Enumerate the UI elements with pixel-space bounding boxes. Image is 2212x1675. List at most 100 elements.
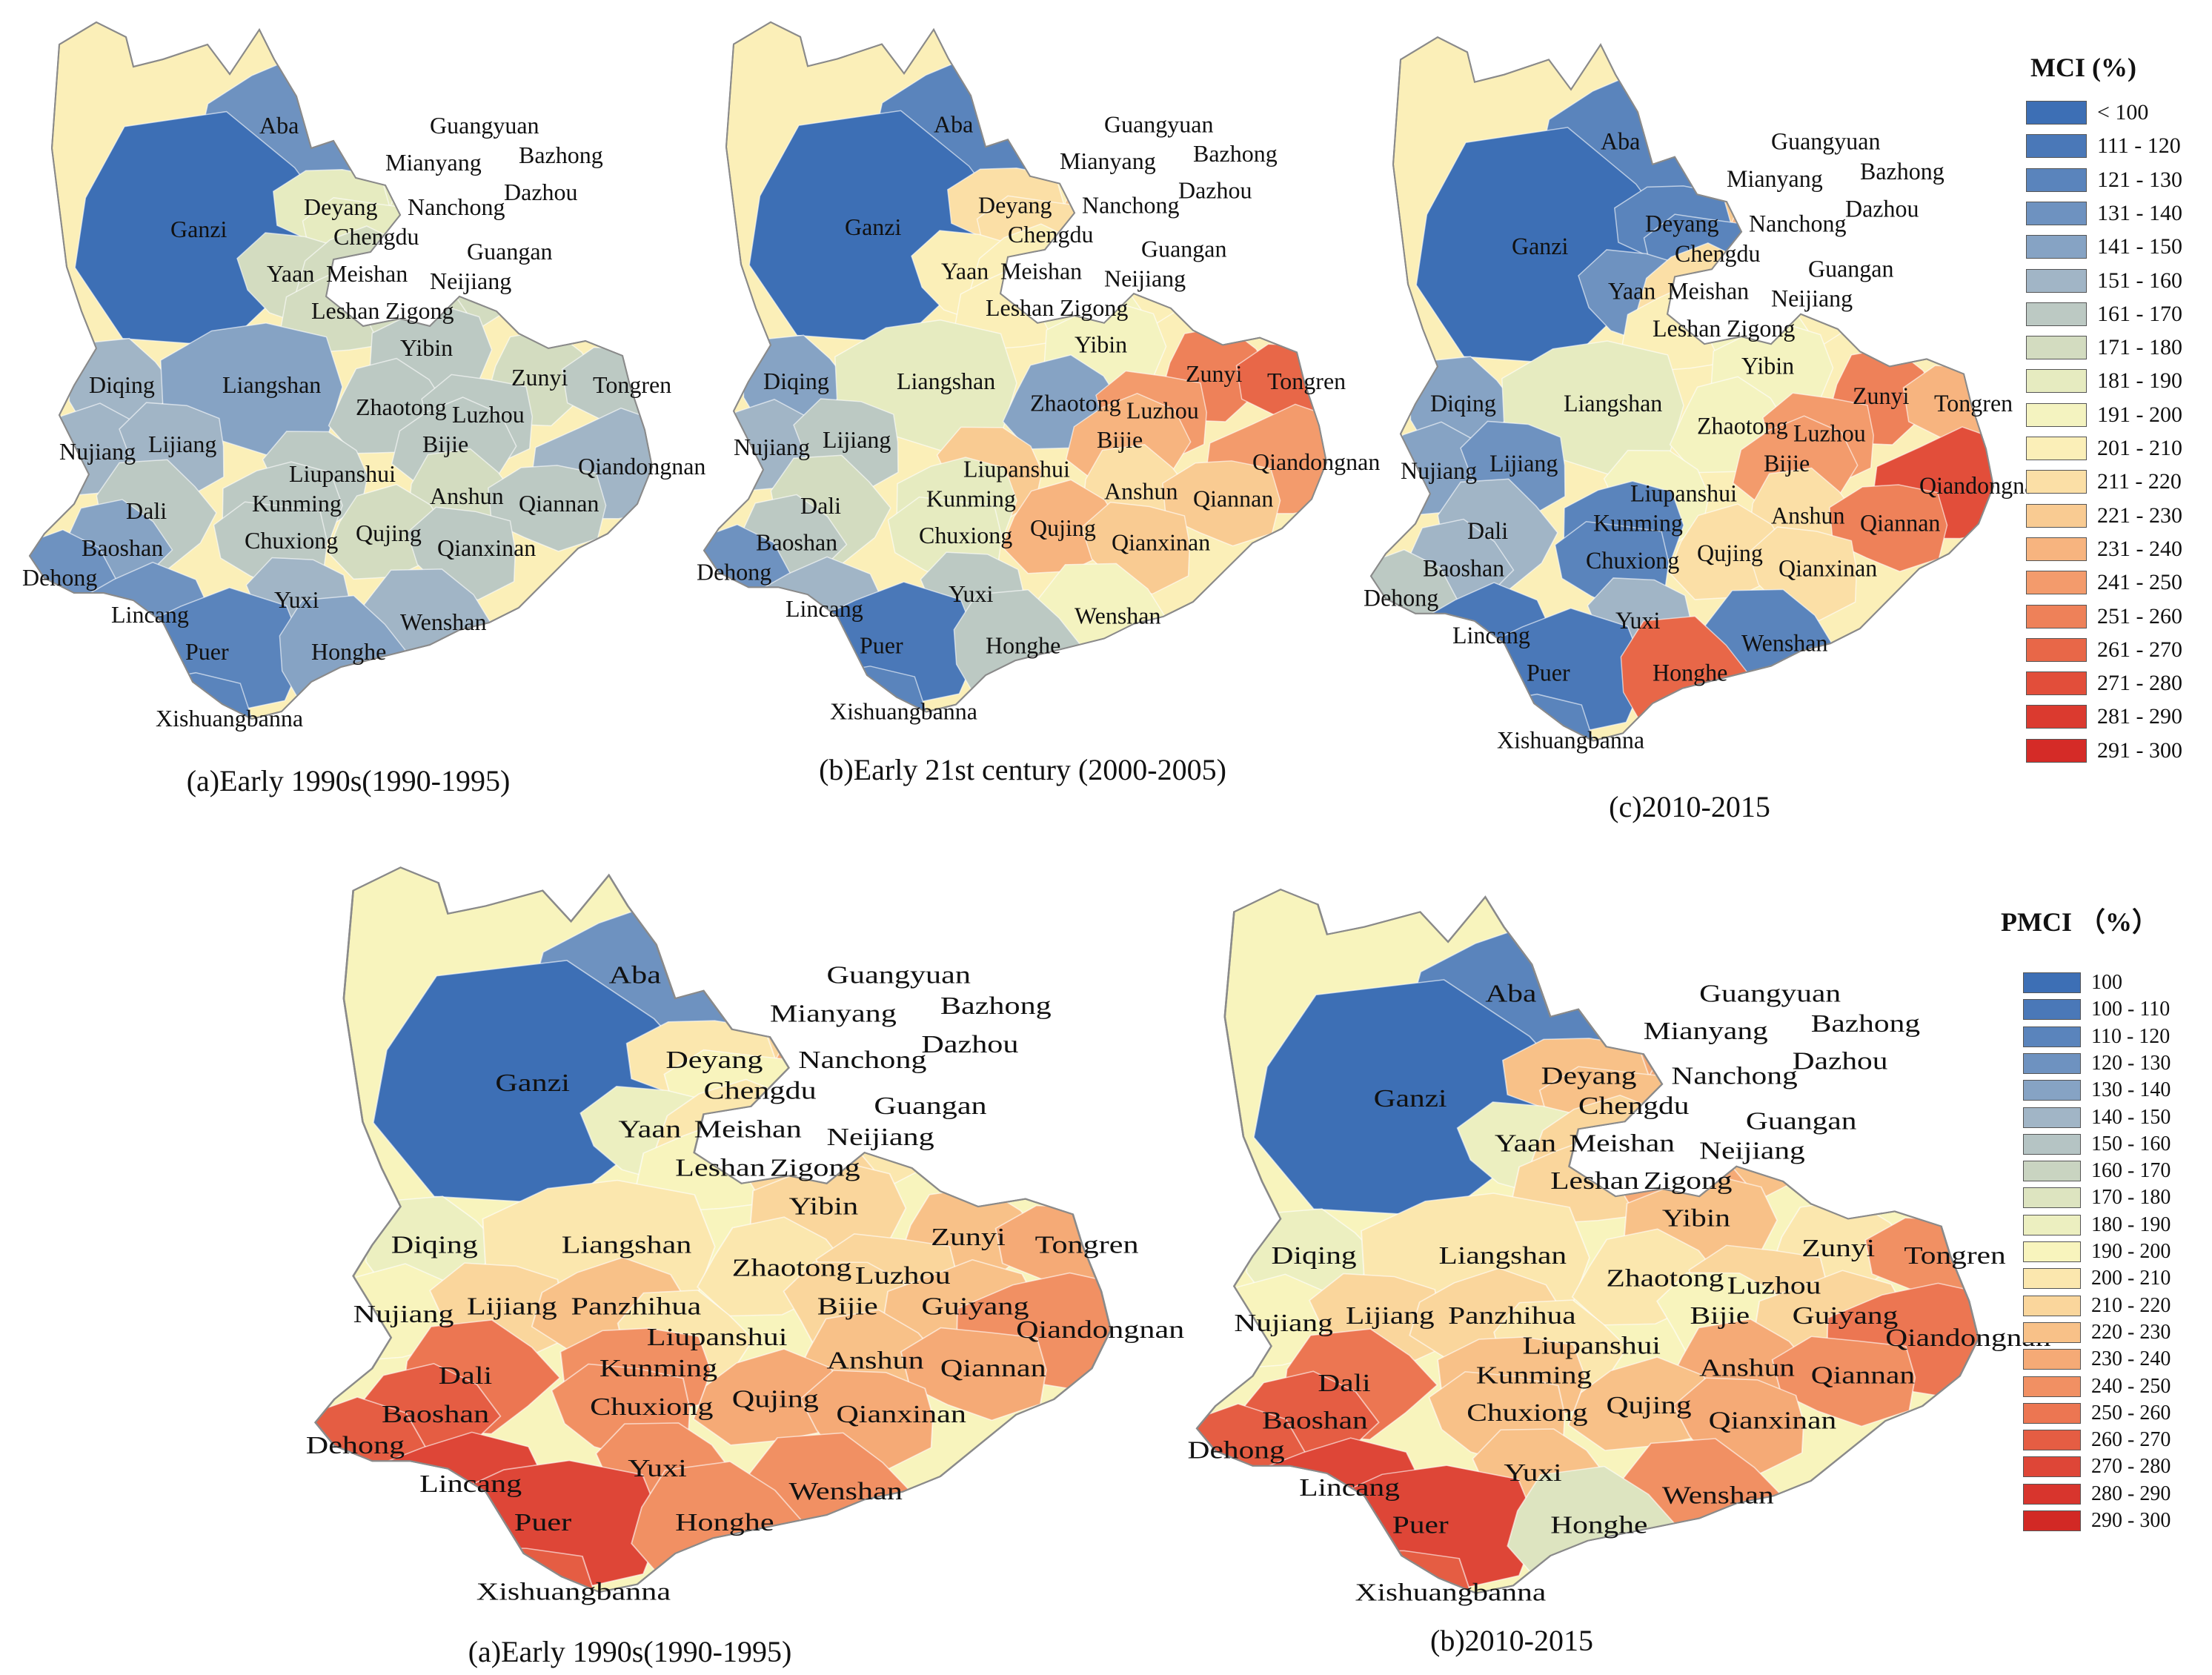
place-label-nujiang: Nujiang	[734, 434, 810, 460]
legend-swatch	[2026, 503, 2087, 528]
place-label-leshan: Leshan	[311, 297, 379, 324]
place-label-qiannan: Qiannan	[1860, 510, 1940, 537]
legend-swatch	[2023, 1349, 2081, 1370]
place-label-meishan: Meishan	[1569, 1130, 1675, 1157]
place-label-qiannan: Qiannan	[519, 490, 599, 517]
place-label-liupanshui: Liupanshui	[289, 460, 396, 487]
place-label-luzhou: Luzhou	[1126, 398, 1199, 424]
place-label-deyang: Deyang	[1541, 1062, 1637, 1089]
place-label-bijie: Bijie	[1764, 450, 1810, 477]
place-label-ganzi: Ganzi	[170, 216, 227, 242]
place-label-meishan: Meishan	[1667, 277, 1749, 304]
legend-swatch	[2026, 537, 2087, 561]
place-label-liupanshui: Liupanshui	[963, 457, 1070, 482]
place-label-luzhou: Luzhou	[1727, 1272, 1821, 1299]
place-label-mianyang: Mianyang	[770, 1000, 897, 1027]
place-label-bijie: Bijie	[1690, 1302, 1750, 1330]
place-label-wenshan: Wenshan	[1662, 1482, 1774, 1509]
legend-swatch	[2026, 134, 2087, 159]
legend-item: 210 - 220	[2023, 1294, 2171, 1318]
legend-swatch	[2026, 302, 2087, 326]
legend-label: 201 - 210	[2097, 436, 2182, 460]
legend-label: 131 - 140	[2097, 200, 2182, 225]
place-label-anshun: Anshun	[1104, 479, 1178, 505]
place-label-dehong: Dehong	[1188, 1436, 1285, 1464]
legend-swatch	[2023, 1187, 2081, 1209]
place-label-dali: Dali	[1318, 1370, 1370, 1397]
map-caption: (a)Early 1990s(1990-1995)	[186, 764, 511, 797]
legend-swatch	[2026, 101, 2087, 125]
place-label-guiyang: Guiyang	[1793, 1302, 1899, 1330]
legend-swatch	[2023, 1456, 2081, 1478]
place-label-qianxinan: Qianxinan	[1112, 530, 1210, 556]
place-label-deyang: Deyang	[978, 192, 1052, 218]
place-label-puer: Puer	[185, 638, 229, 665]
place-label-qiandongnan: Qiandongnan	[1919, 472, 2047, 499]
place-label-meishan: Meishan	[694, 1115, 802, 1143]
place-label-dehong: Dehong	[306, 1431, 405, 1459]
legend-item: 211 - 220	[2026, 469, 2182, 494]
place-label-honghe: Honghe	[311, 638, 386, 665]
place-label-xishuangbanna: Xishuangbanna	[476, 1578, 671, 1605]
place-label-yuxi: Yuxi	[628, 1455, 687, 1482]
place-label-nanchong: Nanchong	[1749, 210, 1847, 237]
place-label-puer: Puer	[860, 632, 903, 658]
place-label-chuxiong: Chuxiong	[919, 523, 1012, 548]
legend-label: 250 - 260	[2091, 1401, 2171, 1424]
place-label-wenshan: Wenshan	[788, 1478, 902, 1505]
place-label-qujing: Qujing	[732, 1385, 819, 1413]
place-label-mianyang: Mianyang	[385, 149, 482, 176]
place-label-yuxi: Yuxi	[1615, 607, 1661, 634]
place-label-zigong: Zigong	[770, 1154, 860, 1181]
place-label-lincang: Lincang	[786, 596, 863, 622]
place-label-aba: Aba	[259, 112, 299, 139]
legend-item: 270 - 280	[2023, 1455, 2171, 1479]
place-label-chengdu: Chengdu	[1675, 240, 1761, 267]
place-label-dazhou: Dazhou	[504, 179, 578, 205]
legend-label: 161 - 170	[2097, 301, 2182, 326]
legend-label: 251 - 260	[2097, 603, 2182, 628]
place-label-bijie: Bijie	[817, 1293, 878, 1320]
place-label-dazhou: Dazhou	[1845, 195, 1919, 222]
place-label-neijiang: Neijiang	[1699, 1137, 1805, 1164]
place-label-tongren: Tongren	[593, 371, 671, 398]
legend-label: 280 - 290	[2091, 1482, 2171, 1505]
legend-title: PMCI （%）	[2001, 907, 2159, 937]
legend-swatch	[2026, 738, 2087, 763]
place-label-qiandongnan: Qiandongnan	[578, 453, 705, 480]
legend-label: 160 - 170	[2091, 1159, 2171, 1183]
place-label-ganzi: Ganzi	[1374, 1085, 1447, 1112]
place-label-chuxiong: Chuxiong	[1467, 1399, 1588, 1427]
legend-swatch	[2026, 201, 2087, 225]
place-label-lincang: Lincang	[111, 601, 189, 628]
legend-swatch	[2023, 1430, 2081, 1451]
place-label-dehong: Dehong	[697, 559, 771, 585]
place-label-anshun: Anshun	[827, 1347, 924, 1374]
place-label-kunming: Kunming	[1593, 510, 1683, 537]
legend-item: 150 - 160	[2023, 1132, 2171, 1156]
place-label-zunyi: Zunyi	[931, 1224, 1006, 1251]
legend-swatch	[2023, 1295, 2081, 1316]
legend-swatch	[2023, 1241, 2081, 1262]
legend-swatch	[2026, 637, 2087, 662]
place-label-dali: Dali	[800, 493, 841, 519]
legend-swatch	[2023, 1214, 2081, 1235]
legend-label: 100 - 110	[2091, 998, 2171, 1021]
legend-item: 280 - 290	[2023, 1482, 2171, 1506]
legend-item: 251 - 260	[2026, 604, 2182, 629]
map-pmci-1990s-canvas: Aba Guangyuan Bazhong Mianyang Dazhou Ganzi De…	[306, 866, 1184, 1605]
legend-label: 211 - 220	[2097, 469, 2182, 494]
place-label-tongren: Tongren	[1934, 390, 2013, 417]
region-qiannan	[900, 1327, 1047, 1422]
place-label-qianxinan: Qianxinan	[437, 534, 536, 561]
place-label-guangyuan: Guangyuan	[430, 112, 539, 139]
place-label-liangshan: Liangshan	[897, 368, 995, 394]
legend-swatch	[2023, 1510, 2081, 1531]
legend-item: 181 - 190	[2026, 368, 2182, 394]
place-label-chengdu: Chengdu	[1578, 1092, 1690, 1120]
place-label-honghe: Honghe	[986, 632, 1060, 658]
place-label-leshan: Leshan	[1550, 1167, 1639, 1195]
legend-title: MCI (%)	[2030, 53, 2136, 82]
legend-item: 151 - 160	[2026, 268, 2182, 293]
place-label-dazhou: Dazhou	[921, 1031, 1018, 1058]
